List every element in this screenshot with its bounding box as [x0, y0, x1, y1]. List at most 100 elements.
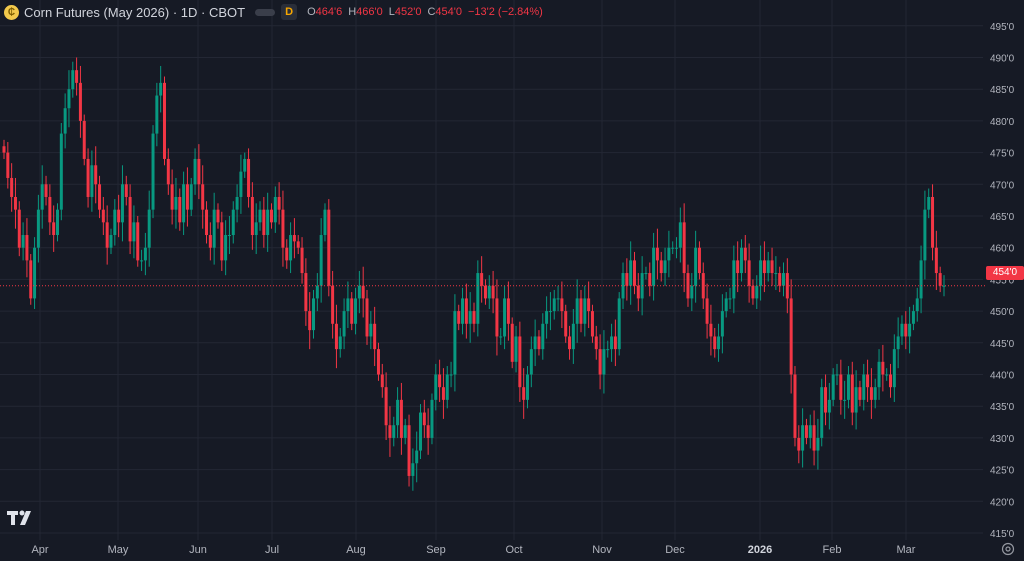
candle-body [376, 349, 380, 375]
candle-body [495, 298, 499, 337]
candle-body [243, 158, 247, 172]
candle-body [6, 152, 10, 178]
candle-body [487, 285, 491, 299]
candle-body [659, 260, 663, 274]
settings-gear-icon[interactable] [1001, 542, 1015, 556]
candle-body [724, 298, 728, 312]
candle-body [354, 298, 358, 324]
candle-body [785, 273, 789, 299]
candle-body [499, 336, 503, 338]
candle-body [365, 298, 369, 337]
candle-body [162, 82, 166, 159]
candle-body [606, 349, 610, 351]
y-tick-label: 485'0 [990, 85, 1015, 96]
candle-body [331, 285, 335, 324]
candle-body [384, 387, 388, 426]
x-tick-label: Aug [346, 544, 366, 556]
candle-body [594, 336, 598, 350]
candle-body [854, 387, 858, 413]
candle-body [430, 399, 434, 438]
candle-body [694, 247, 698, 286]
visibility-toggle-icon[interactable] [255, 8, 276, 16]
candle-body [143, 247, 147, 261]
candle-body [885, 374, 889, 376]
candle-body [820, 387, 824, 438]
candle-body [575, 298, 579, 324]
candle-body [269, 209, 273, 223]
candle-body [33, 247, 37, 299]
candle-body [434, 374, 438, 400]
candle-body [21, 235, 25, 248]
candle-body [720, 311, 724, 337]
candle-body [782, 273, 786, 286]
candle-body [889, 374, 893, 388]
candle-body [48, 196, 52, 223]
candle-body [690, 285, 694, 299]
candle-body [739, 247, 743, 274]
y-tick-label: 460'0 [990, 244, 1015, 255]
candle-body [197, 158, 201, 185]
candle-body [858, 387, 862, 400]
candle-body [300, 247, 304, 274]
candle-body [610, 336, 614, 350]
y-tick-label: 475'0 [990, 149, 1015, 160]
y-tick-label: 445'0 [990, 339, 1015, 350]
candle-body [892, 349, 896, 388]
candle-body [327, 209, 331, 286]
candle-body [571, 323, 575, 350]
candle-body [468, 311, 472, 324]
delayed-data-badge[interactable]: D [281, 4, 298, 20]
candle-body [220, 222, 224, 261]
x-tick-label: Apr [31, 544, 48, 556]
candle-body [663, 260, 667, 274]
candle-body [17, 209, 21, 248]
candle-body [105, 222, 109, 248]
candle-body [476, 273, 480, 324]
candle-body [793, 374, 797, 438]
candle-body [113, 209, 117, 236]
y-tick-label: 440'0 [990, 371, 1015, 382]
candle-body [285, 247, 289, 261]
candle-body [227, 235, 231, 237]
candle-body [789, 298, 793, 375]
chart-legend: ₵ Corn Futures (May 2026) · 1D · CBOT D … [4, 3, 543, 21]
candle-body [338, 336, 342, 350]
candle-body [770, 260, 774, 274]
candle-body [216, 209, 220, 223]
candle-body [117, 209, 121, 223]
candle-body [850, 374, 854, 413]
candle-body [743, 247, 747, 261]
y-tick-label: 450'0 [990, 307, 1015, 318]
tradingview-logo-icon[interactable] [7, 509, 35, 525]
candle-body [373, 323, 377, 350]
candle-body [109, 235, 113, 248]
y-tick-label: 465'0 [990, 212, 1015, 223]
candle-body [862, 374, 866, 400]
candle-body [277, 196, 281, 210]
candle-body [667, 247, 671, 261]
candle-body [675, 247, 679, 249]
candle-body [10, 177, 14, 197]
candle-body [701, 273, 705, 299]
candle-body [923, 209, 927, 261]
candle-body [491, 285, 495, 299]
candle-body [816, 437, 820, 451]
y-tick-label: 435'0 [990, 402, 1015, 413]
candle-body [705, 298, 709, 324]
candle-body [174, 196, 178, 210]
candle-body [728, 298, 732, 300]
candle-body [697, 247, 701, 274]
candle-body [208, 235, 212, 248]
x-tick-label: Feb [823, 544, 842, 556]
y-tick-label: 430'0 [990, 434, 1015, 445]
candle-body [86, 158, 90, 197]
candle-body [334, 323, 338, 350]
candle-body [323, 209, 327, 236]
symbol-title[interactable]: Corn Futures (May 2026) · 1D · CBOT [24, 4, 246, 20]
candle-body [101, 209, 105, 223]
candle-body [579, 298, 583, 324]
candle-body [312, 298, 316, 331]
candle-body [82, 120, 86, 159]
candle-body [613, 336, 617, 350]
